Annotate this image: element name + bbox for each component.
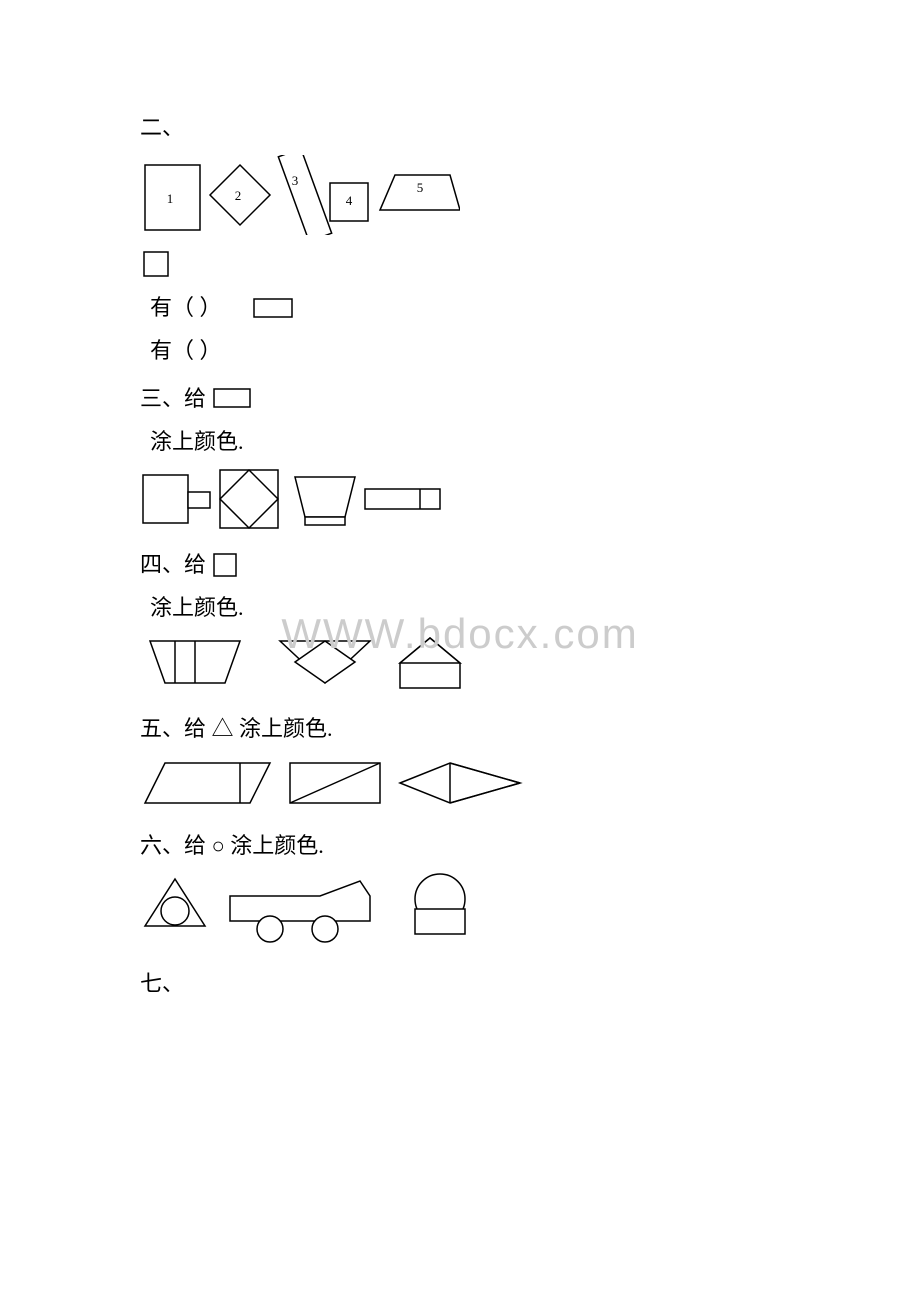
q2-count-row2: 有（ ） [150, 333, 780, 368]
q2-row2-text: 有（ ） [150, 333, 222, 368]
q2-count-row1: 有（ ） [150, 290, 780, 325]
q3-line2: 涂上颜色. [150, 424, 780, 459]
q5-figures [140, 755, 780, 810]
svg-text:5: 5 [417, 180, 424, 195]
svg-text:4: 4 [346, 193, 353, 208]
svg-text:3: 3 [292, 173, 299, 188]
q7-heading: 七、 [140, 966, 780, 1001]
q3-figures-svg [140, 467, 480, 532]
rectangle-icon [212, 387, 252, 409]
q2-row1-text: 有（ ） [150, 290, 222, 325]
q6-figures-svg [140, 871, 500, 946]
svg-text:2: 2 [235, 188, 242, 203]
small-square-icon [142, 250, 170, 278]
q3-figures [140, 467, 780, 532]
small-rect-icon [252, 297, 294, 319]
q3-heading: 三、给 [140, 381, 780, 416]
q3-line2-text: 涂上颜色. [150, 424, 244, 459]
q5-figures-svg [140, 755, 540, 810]
q4-line2-text: 涂上颜色. [150, 590, 244, 625]
q4-prefix: 四、给 [140, 547, 206, 582]
q2-small-square-line [140, 250, 780, 278]
q5-heading: 五、给 △ 涂上颜色. [140, 711, 780, 746]
svg-text:1: 1 [167, 191, 174, 206]
q2-shapes-svg: 1 2 3 4 5 [140, 155, 460, 235]
q2-heading: 二、 [140, 110, 780, 145]
q6-text: 六、给 ○ 涂上颜色. [140, 828, 324, 863]
q4-line2: 涂上颜色. [150, 590, 780, 625]
q2-shapes-row: 1 2 3 4 5 [140, 155, 780, 235]
q3-prefix: 三、给 [140, 381, 206, 416]
q4-figures-svg [140, 633, 500, 693]
q4-heading: 四、给 [140, 547, 780, 582]
q7-text: 七、 [140, 966, 184, 1001]
q2-label: 二、 [140, 110, 184, 145]
q6-figures [140, 871, 780, 946]
q6-heading: 六、给 ○ 涂上颜色. [140, 828, 780, 863]
q4-figures [140, 633, 780, 693]
square-icon [212, 552, 238, 578]
q5-text: 五、给 △ 涂上颜色. [140, 711, 333, 746]
